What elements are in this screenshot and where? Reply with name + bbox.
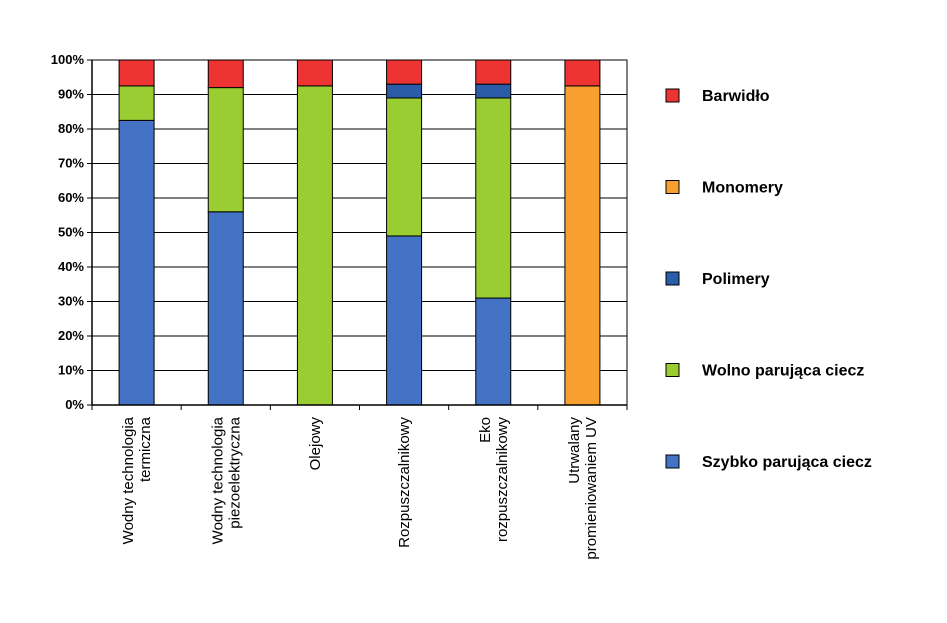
bar-segment [118, 85, 155, 121]
y-tick-label: 80% [58, 121, 84, 136]
bar-segment [386, 235, 423, 406]
bar-segment [564, 85, 601, 406]
category-label-line: promieniowaniem UV [583, 417, 600, 560]
axes [91, 59, 628, 410]
category-label-line: Eko [477, 417, 494, 443]
bars [118, 59, 601, 406]
bar-segment [386, 59, 423, 85]
category-label-line: piezoelektryczna [226, 416, 243, 528]
category-label: Utrwalany promieniowaniem UV [566, 417, 600, 560]
bar-segment [475, 97, 512, 299]
y-tick-label: 20% [58, 328, 84, 343]
gridlines [87, 59, 627, 406]
legend-label: Polimery [702, 271, 770, 288]
legend-label: Wolno parująca ciecz [702, 363, 864, 380]
bar-segment [475, 59, 512, 85]
y-tick-label: 90% [58, 87, 84, 102]
category-label: Rozpuszczalnikowy [396, 417, 413, 548]
bar-segment [207, 59, 244, 89]
bar-segment [296, 85, 333, 406]
bar-segment [207, 87, 244, 213]
bar-segment [296, 59, 333, 87]
legend-label: Szybko parująca ciecz [702, 454, 872, 471]
y-tick-labels: 0% 10% 20% 30% 40% 50% 60% 70% 80% 90% 100% [51, 52, 85, 412]
category-labels: Wodny technologia termiczna Wodny technolo… [120, 416, 600, 559]
bar-segment [386, 97, 423, 237]
legend-swatch [665, 271, 680, 286]
legend: Barwidło Monomery Polimery Wolno parująca c… [665, 88, 872, 471]
category-label-line: termiczna [137, 416, 154, 482]
y-tick-label: 70% [58, 156, 84, 171]
bar-segment [386, 83, 423, 99]
y-tick-label: 50% [58, 225, 84, 240]
category-label-line: Olejowy [307, 417, 324, 471]
legend-swatch [665, 180, 680, 194]
category-label: Olejowy [307, 417, 324, 471]
y-tick-label: 40% [58, 259, 84, 274]
category-label-line: Wodny technologia [120, 416, 137, 544]
y-tick-label: 0% [65, 397, 84, 412]
category-label: Wodny technologia piezoelektryczna [209, 416, 243, 544]
bar-segment [475, 83, 512, 99]
y-tick-label: 10% [58, 363, 84, 378]
bar-segment [118, 119, 155, 406]
category-label-line: Rozpuszczalnikowy [396, 417, 413, 548]
bar-segment [207, 211, 244, 406]
legend-swatch [665, 454, 680, 469]
legend-label: Monomery [702, 180, 783, 197]
legend-swatch [665, 88, 680, 103]
category-label-line: rozpuszczalnikowy [494, 417, 511, 543]
bar-segment [564, 59, 601, 87]
category-label-line: Utrwalany [566, 417, 583, 484]
category-label: Eko rozpuszczalnikowy [477, 417, 511, 543]
y-tick-label: 100% [51, 52, 85, 67]
category-label: Wodny technologia termiczna [120, 416, 154, 544]
y-tick-label: 30% [58, 294, 84, 309]
legend-swatch [665, 363, 680, 377]
bar-segment [118, 59, 155, 87]
bar-segment [475, 297, 512, 406]
category-label-line: Wodny technologia [209, 416, 226, 544]
legend-label: Barwidło [702, 88, 770, 105]
y-tick-label: 60% [58, 190, 84, 205]
